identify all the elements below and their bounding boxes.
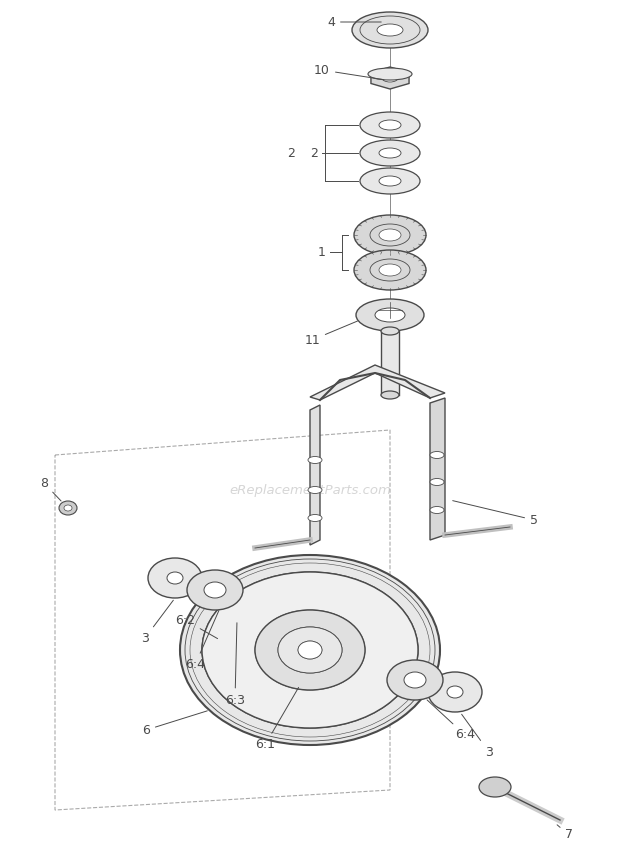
Text: 6:4: 6:4 (427, 700, 475, 741)
Ellipse shape (308, 456, 322, 463)
Ellipse shape (378, 228, 402, 242)
Ellipse shape (59, 501, 77, 515)
Ellipse shape (352, 12, 428, 48)
Ellipse shape (447, 686, 463, 698)
Ellipse shape (298, 641, 322, 659)
Ellipse shape (382, 74, 398, 82)
Text: 6:4: 6:4 (185, 610, 219, 672)
Ellipse shape (202, 572, 418, 728)
Text: 8: 8 (40, 477, 61, 501)
Ellipse shape (379, 148, 401, 158)
Polygon shape (310, 405, 320, 545)
Ellipse shape (368, 68, 412, 80)
Ellipse shape (360, 16, 420, 44)
Ellipse shape (356, 299, 424, 331)
Ellipse shape (379, 229, 401, 241)
Ellipse shape (430, 451, 444, 458)
Text: 6:1: 6:1 (255, 688, 299, 751)
Ellipse shape (180, 555, 440, 745)
Ellipse shape (64, 505, 72, 511)
Ellipse shape (202, 572, 418, 728)
Ellipse shape (354, 215, 426, 255)
Text: 10: 10 (314, 64, 383, 80)
Ellipse shape (375, 308, 405, 322)
Ellipse shape (404, 672, 426, 688)
Ellipse shape (381, 327, 399, 335)
Ellipse shape (278, 627, 342, 673)
Polygon shape (371, 67, 409, 89)
Ellipse shape (370, 259, 410, 281)
Ellipse shape (148, 558, 202, 598)
Text: 3: 3 (141, 600, 173, 644)
Ellipse shape (430, 479, 444, 485)
Polygon shape (430, 398, 445, 540)
Text: 2: 2 (310, 146, 318, 160)
Ellipse shape (298, 641, 322, 659)
Ellipse shape (360, 112, 420, 138)
Ellipse shape (378, 263, 402, 277)
Text: 2: 2 (287, 146, 295, 160)
Ellipse shape (376, 23, 404, 37)
Ellipse shape (381, 391, 399, 399)
Ellipse shape (428, 672, 482, 712)
Text: 4: 4 (327, 15, 381, 29)
Text: 6:2: 6:2 (175, 614, 217, 638)
Text: eReplacementParts.com: eReplacementParts.com (229, 484, 391, 496)
Ellipse shape (387, 660, 443, 700)
Text: 5: 5 (453, 501, 538, 526)
Ellipse shape (187, 570, 243, 610)
Ellipse shape (379, 120, 401, 130)
Ellipse shape (360, 140, 420, 166)
Polygon shape (381, 331, 399, 395)
Ellipse shape (479, 777, 511, 797)
Text: 3: 3 (461, 714, 493, 758)
Ellipse shape (377, 24, 403, 36)
Text: 6: 6 (142, 711, 207, 736)
Text: 1: 1 (318, 246, 326, 258)
Ellipse shape (370, 224, 410, 246)
Ellipse shape (308, 486, 322, 494)
Ellipse shape (308, 514, 322, 522)
Text: 6:3: 6:3 (225, 623, 245, 706)
Text: 7: 7 (557, 824, 573, 842)
Ellipse shape (255, 610, 365, 690)
Text: 11: 11 (304, 321, 358, 347)
Ellipse shape (360, 168, 420, 194)
Ellipse shape (278, 627, 342, 673)
Ellipse shape (255, 610, 365, 690)
Polygon shape (310, 365, 445, 400)
Ellipse shape (354, 250, 426, 290)
Ellipse shape (430, 507, 444, 513)
Ellipse shape (379, 176, 401, 186)
Ellipse shape (379, 264, 401, 276)
Ellipse shape (204, 582, 226, 598)
Ellipse shape (167, 572, 183, 584)
